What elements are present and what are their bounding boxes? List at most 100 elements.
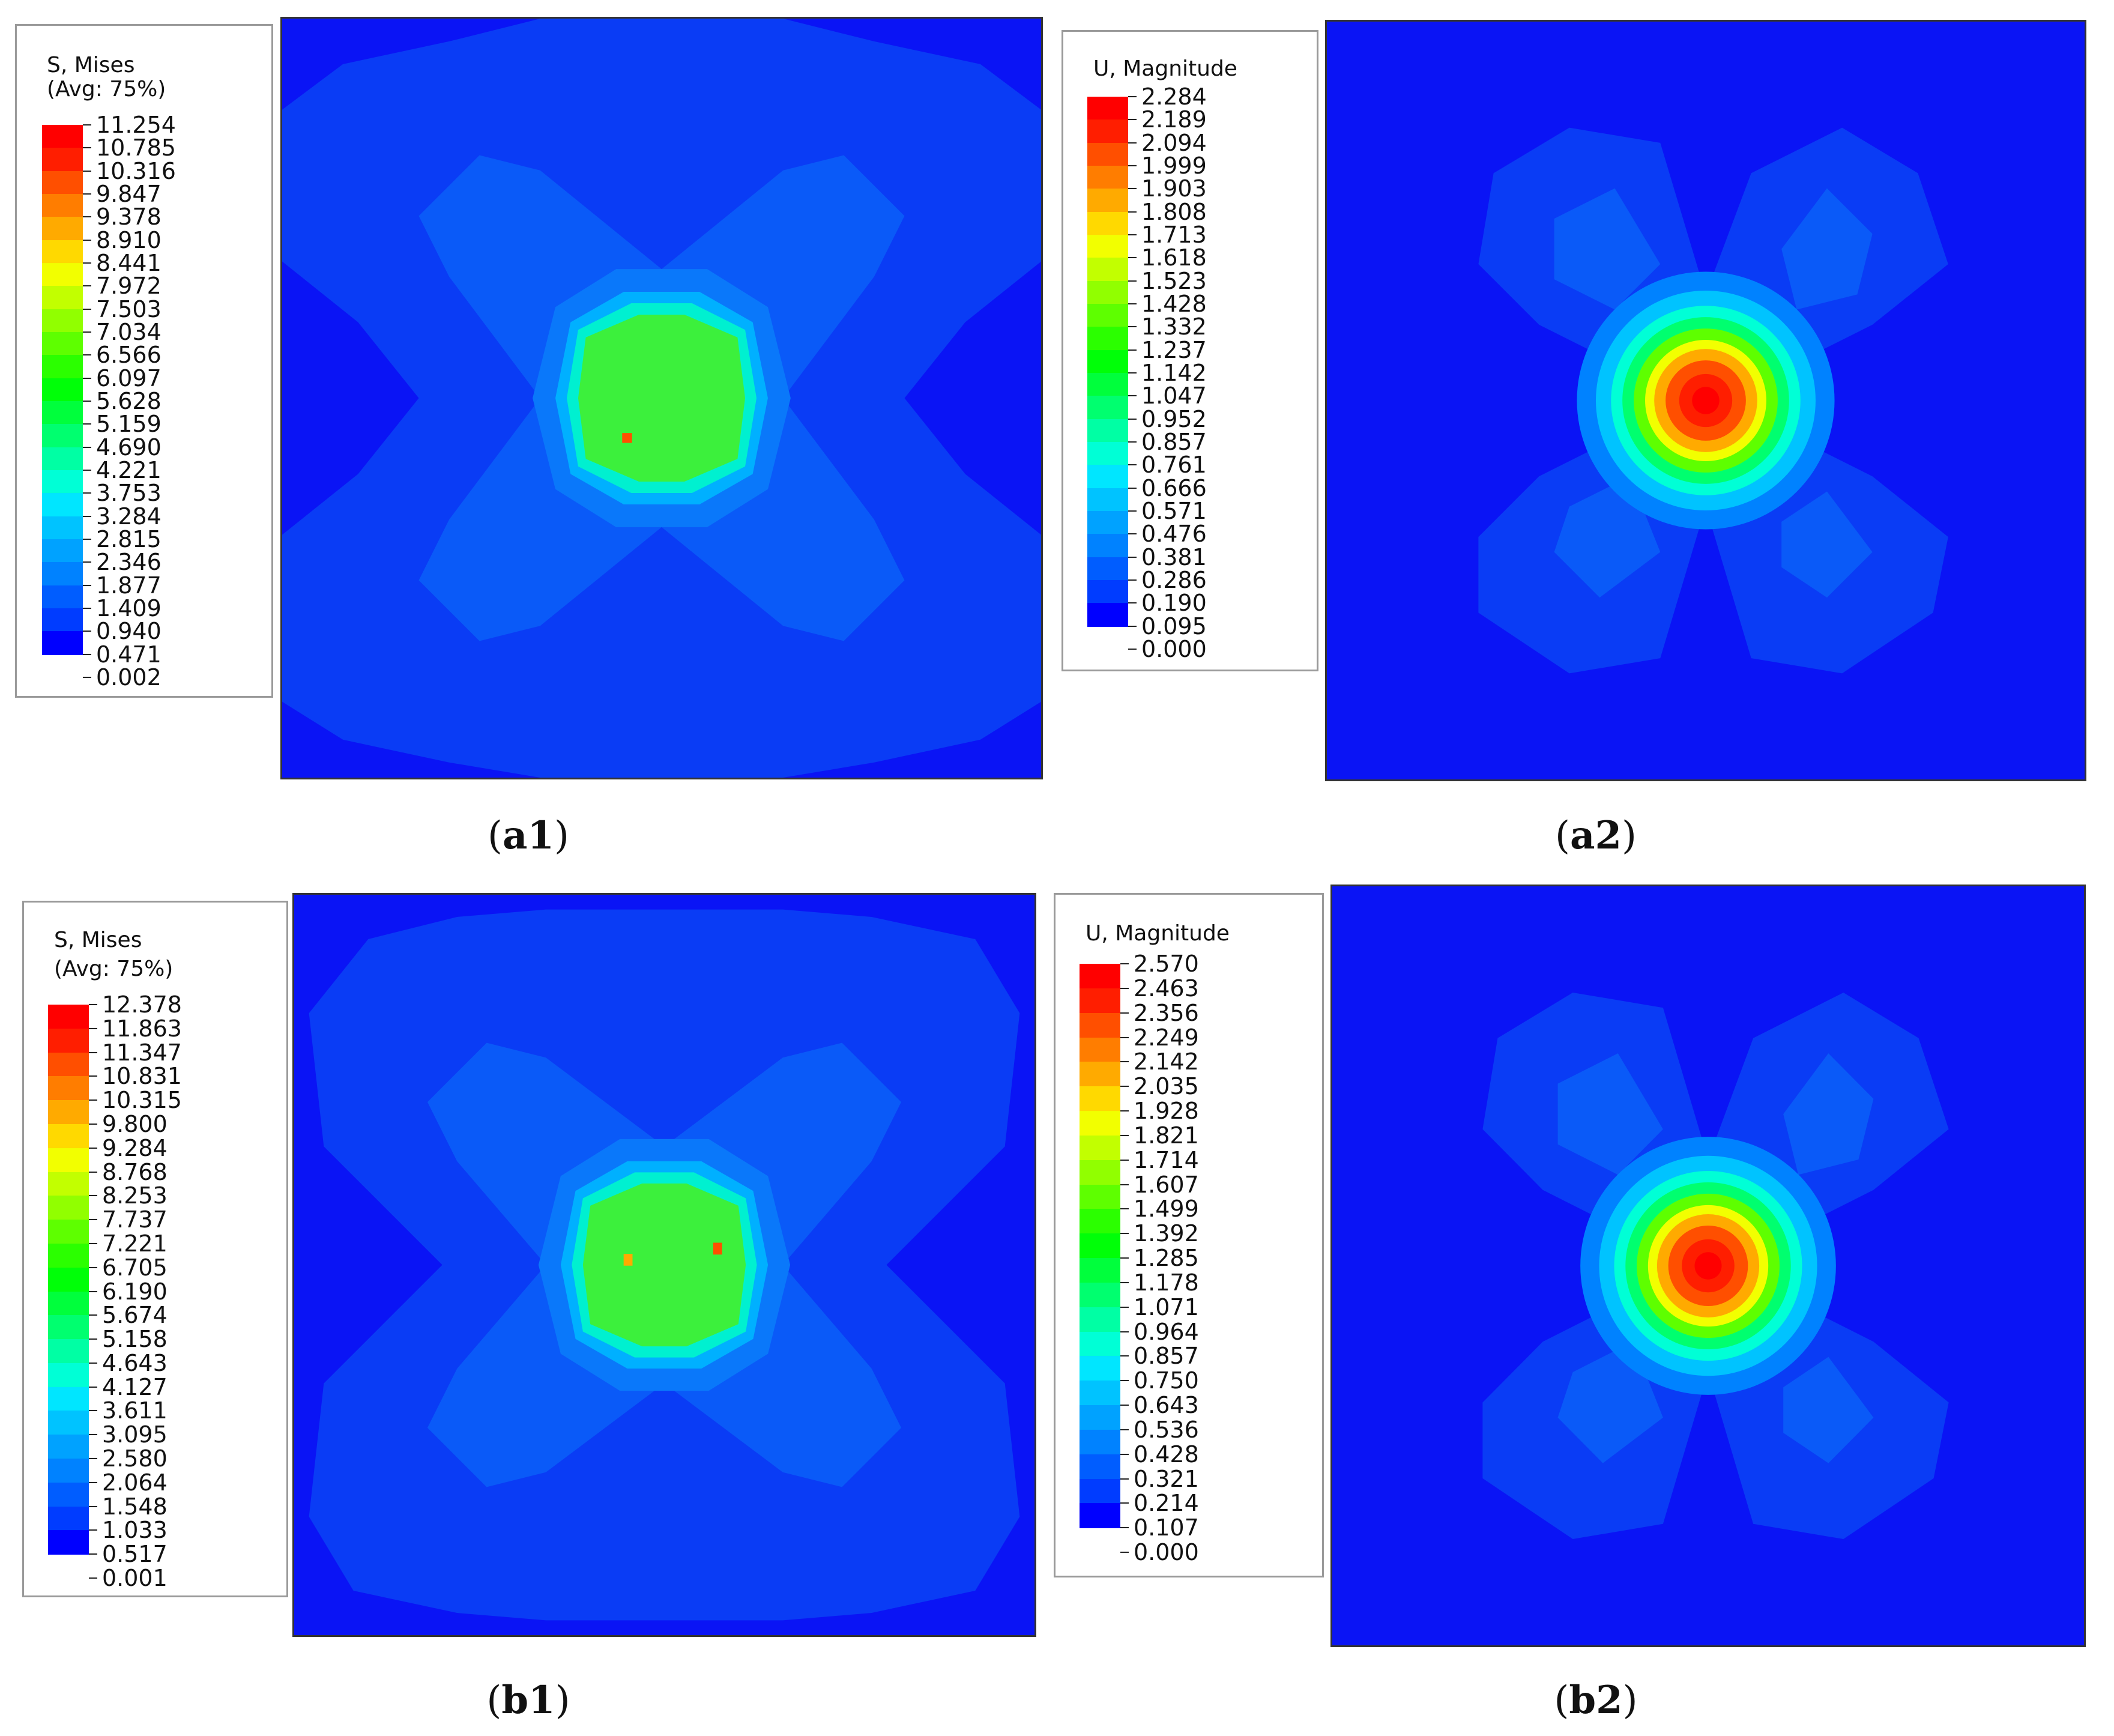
legend-tick bbox=[1128, 556, 1137, 558]
legend-value: 9.847 bbox=[96, 181, 162, 207]
legend-tick bbox=[89, 1195, 97, 1197]
legend-tick bbox=[1128, 257, 1137, 259]
legend-value: 10.315 bbox=[102, 1087, 182, 1114]
legend-value: 9.284 bbox=[102, 1134, 168, 1161]
caption-b2: (b2) bbox=[1554, 1678, 1638, 1723]
legend-color-band bbox=[1087, 166, 1128, 190]
legend-color-band bbox=[1080, 1478, 1120, 1504]
legend-tick bbox=[89, 1410, 97, 1412]
legend-color-band bbox=[1080, 1429, 1120, 1455]
legend-tick bbox=[83, 377, 91, 379]
legend-color-band bbox=[42, 355, 83, 379]
legend-value: 10.316 bbox=[96, 157, 176, 184]
legend-color-band bbox=[48, 1387, 89, 1412]
legend-color-band bbox=[42, 516, 83, 540]
legend-value: 1.928 bbox=[1134, 1098, 1199, 1124]
legend-tick bbox=[1120, 1061, 1129, 1063]
legend-value: 6.097 bbox=[96, 364, 162, 392]
legend-value: 5.158 bbox=[102, 1326, 168, 1353]
legend-value: 1.714 bbox=[1134, 1146, 1199, 1173]
caption-letter-a2: a2 bbox=[1570, 813, 1622, 858]
legend-tick bbox=[89, 1266, 97, 1268]
legend-color-band bbox=[48, 1435, 89, 1460]
legend-tick bbox=[1128, 649, 1137, 650]
legend-value: 1.178 bbox=[1134, 1269, 1199, 1296]
legend-tick bbox=[83, 470, 91, 471]
legend-color-band bbox=[1087, 511, 1128, 535]
legend-value: 9.800 bbox=[102, 1110, 168, 1137]
legend-tick bbox=[1128, 441, 1137, 443]
legend-tick bbox=[83, 262, 91, 264]
legend-color-band bbox=[48, 1530, 89, 1555]
legend-tick bbox=[89, 1171, 97, 1173]
legend-value: 1.548 bbox=[102, 1493, 168, 1520]
legend-color-band bbox=[1080, 1233, 1120, 1259]
legend-color-band bbox=[1080, 988, 1120, 1014]
legend-color-band bbox=[1087, 603, 1128, 627]
stress-core bbox=[582, 1183, 746, 1347]
legend-color-band bbox=[1080, 1405, 1120, 1430]
legend-tick bbox=[89, 1314, 97, 1316]
legend-title-a1: S, Mises bbox=[47, 53, 135, 77]
legend-value: 7.737 bbox=[102, 1206, 168, 1233]
legend-tick bbox=[83, 239, 91, 241]
legend-value: 1.392 bbox=[1134, 1220, 1199, 1247]
legend-color-band bbox=[1080, 1282, 1120, 1308]
legend-tick bbox=[1128, 418, 1137, 420]
legend-tick bbox=[1120, 1306, 1129, 1308]
legend-value: 0.286 bbox=[1141, 567, 1207, 593]
stress-contour-plot-b1 bbox=[292, 893, 1036, 1637]
legend-value: 7.034 bbox=[96, 319, 162, 345]
legend-color-band bbox=[1080, 1381, 1120, 1406]
legend-value: 12.378 bbox=[102, 991, 182, 1018]
legend-tick bbox=[1128, 349, 1137, 351]
legend-tick bbox=[1120, 1208, 1129, 1210]
legend-value: 6.705 bbox=[102, 1254, 168, 1281]
legend-color-band bbox=[42, 217, 83, 241]
legend-color-band bbox=[48, 1411, 89, 1436]
legend-color-band bbox=[1087, 580, 1128, 604]
legend-value: 0.000 bbox=[1141, 636, 1207, 662]
legend-color-band bbox=[42, 447, 83, 471]
legend-tick bbox=[1120, 1478, 1129, 1480]
legend-color-band bbox=[1080, 1528, 1120, 1553]
legend-value: 5.674 bbox=[102, 1302, 168, 1329]
legend-value: 1.332 bbox=[1141, 313, 1207, 340]
legend-value: 0.536 bbox=[1134, 1416, 1199, 1443]
legend-tick bbox=[1128, 165, 1137, 166]
legend-color-band bbox=[48, 1482, 89, 1507]
legend-color-band bbox=[42, 378, 83, 402]
legend-value: 1.808 bbox=[1141, 198, 1207, 225]
legend-value: 1.618 bbox=[1141, 244, 1207, 271]
legend-value: 5.628 bbox=[96, 388, 162, 414]
legend-value: 8.768 bbox=[102, 1158, 168, 1185]
legend-color-band bbox=[1080, 1356, 1120, 1382]
legend-tick bbox=[1128, 119, 1137, 121]
legend-tick bbox=[83, 608, 91, 609]
legend-color-band bbox=[48, 1220, 89, 1244]
legend-value: 2.189 bbox=[1141, 106, 1207, 133]
legend-color-band bbox=[42, 608, 83, 632]
legend-title-b2: U, Magnitude bbox=[1086, 921, 1230, 946]
legend-value: 2.064 bbox=[102, 1469, 168, 1496]
color-scale-a1: 11.254 10.785 10.316 9.847 9.378 8.910 8.441 7.… bbox=[42, 113, 270, 689]
legend-color-band bbox=[42, 493, 83, 517]
legend-tick bbox=[1128, 395, 1137, 397]
displacement-contour-plot-a2 bbox=[1325, 20, 2086, 781]
legend-tick bbox=[83, 124, 91, 126]
legend-value: 2.284 bbox=[1141, 83, 1207, 110]
legend-value: 1.821 bbox=[1134, 1122, 1199, 1149]
legend-value: 0.428 bbox=[1134, 1441, 1199, 1468]
legend-tick bbox=[1120, 1281, 1129, 1283]
legend-tick bbox=[89, 1553, 97, 1555]
legend-tick bbox=[1120, 1405, 1129, 1406]
legend-color-band bbox=[1080, 1307, 1120, 1332]
legend-value: 5.159 bbox=[96, 411, 162, 438]
legend-tick bbox=[1128, 326, 1137, 328]
legend-value: 1.877 bbox=[96, 572, 162, 599]
legend-value: 7.221 bbox=[102, 1230, 168, 1257]
legend-value: 2.356 bbox=[1134, 999, 1199, 1026]
caption-letter-b2: b2 bbox=[1569, 1678, 1623, 1723]
legend-value: 1.713 bbox=[1141, 222, 1207, 248]
color-scale-a2: 2.284 2.189 2.094 1.999 1.903 1.808 1.713 1.618… bbox=[1087, 85, 1315, 661]
